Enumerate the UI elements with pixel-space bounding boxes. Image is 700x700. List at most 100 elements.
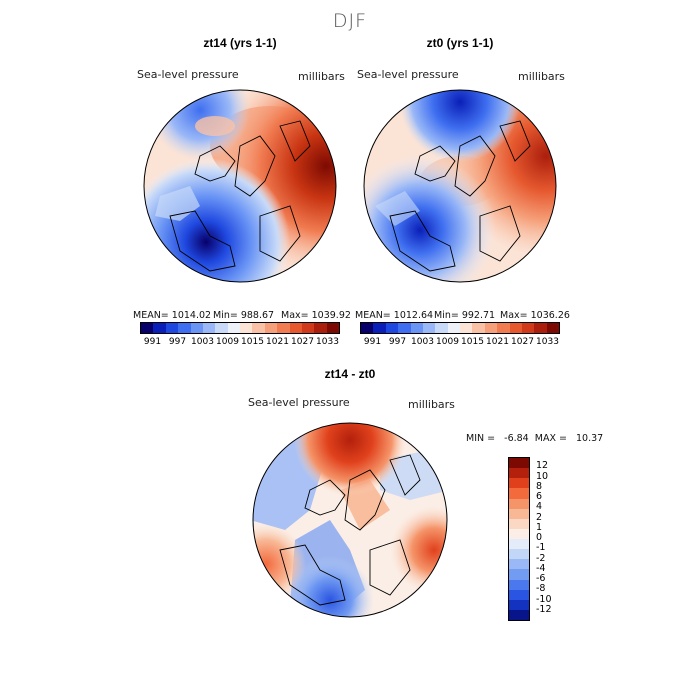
- colorbar-label: 991: [143, 337, 162, 347]
- colorbar-label: 1015: [461, 337, 484, 347]
- colorbar-label: 1027: [511, 337, 534, 347]
- colorbar-swatch: [373, 323, 386, 333]
- colorbar-label: -1: [536, 542, 546, 554]
- panel1-title: zt14 (yrs 1-1): [203, 36, 277, 50]
- colorbar-swatch: [240, 323, 253, 333]
- panel2-title: zt0 (yrs 1-1): [426, 36, 494, 50]
- colorbar-swatch: [534, 323, 547, 333]
- colorbar-swatch: [227, 323, 240, 333]
- colorbar-swatch: [153, 323, 166, 333]
- colorbar-swatch: [509, 528, 529, 539]
- colorbar-label: 1: [536, 521, 543, 533]
- colorbar-swatch: [484, 323, 498, 333]
- colorbar-label: 991: [363, 337, 382, 347]
- colorbar-swatch: [410, 323, 423, 333]
- colorbar-swatch: [509, 323, 522, 333]
- colorbar-swatch: [190, 323, 203, 333]
- colorbar-label: 997: [168, 337, 187, 347]
- colorbar-swatch: [509, 569, 529, 580]
- colorbar-swatch: [385, 323, 399, 333]
- panel3-minmax: MIN = -6.84 MAX = 10.37: [466, 433, 604, 444]
- colorbar-swatch: [509, 579, 529, 590]
- colorbar-swatch: [165, 323, 179, 333]
- panel3-polar-map: [252, 422, 448, 618]
- colorbar-label: 1009: [436, 337, 459, 347]
- colorbar-swatch: [509, 549, 529, 560]
- colorbar-label: -12: [536, 603, 552, 615]
- colorbar-swatch: [509, 589, 529, 600]
- colorbar-swatch: [521, 323, 535, 333]
- colorbar-swatch: [326, 323, 339, 333]
- panel1-max: Max= 1039.92: [281, 310, 351, 321]
- colorbar-swatch: [398, 323, 411, 333]
- panel1-polar-map: [143, 89, 337, 283]
- colorbar-label: 1033: [316, 337, 339, 347]
- colorbar-swatch: [546, 323, 559, 333]
- colorbar-label: 12: [536, 460, 549, 472]
- colorbar-swatch: [509, 609, 529, 620]
- panel2-field-label: Sea-level pressure: [357, 68, 459, 81]
- colorbar-swatch: [509, 458, 529, 469]
- colorbar-swatch: [509, 468, 529, 479]
- colorbar-swatch: [509, 559, 529, 570]
- colorbar-swatch: [264, 323, 278, 333]
- colorbar-label: 1003: [191, 337, 214, 347]
- colorbar-swatch: [447, 323, 460, 333]
- colorbar-swatch: [497, 323, 510, 333]
- colorbar-label: 6: [536, 491, 543, 502]
- colorbar-label: 1021: [486, 337, 509, 347]
- colorbar-swatch: [178, 323, 191, 333]
- colorbar-label: -4: [536, 562, 546, 574]
- colorbar-swatch: [509, 498, 529, 509]
- colorbar-swatch: [509, 478, 529, 489]
- colorbar-swatch: [472, 323, 485, 333]
- panel2-mean: MEAN= 1012.64: [355, 310, 434, 321]
- colorbar-swatch: [509, 599, 529, 610]
- colorbar-swatch: [435, 323, 448, 333]
- colorbar-label: 1027: [291, 337, 314, 347]
- colorbar-swatch: [314, 323, 327, 333]
- panel2-colorbar: [360, 322, 560, 334]
- panel1-units-label: millibars: [298, 70, 345, 83]
- colorbar-swatch: [141, 323, 154, 333]
- colorbar-label: 2: [536, 511, 543, 523]
- colorbar-swatch: [422, 323, 436, 333]
- colorbar-label: 1003: [411, 337, 434, 347]
- colorbar-swatch: [277, 323, 290, 333]
- panel2-polar-map: [363, 89, 557, 283]
- colorbar-label: -10: [536, 593, 552, 605]
- colorbar-swatch: [289, 323, 302, 333]
- colorbar-label: -8: [536, 583, 546, 595]
- colorbar-label: -6: [536, 573, 546, 584]
- panel1-field-label: Sea-level pressure: [137, 68, 239, 81]
- panel1-min: Min= 988.67: [213, 310, 275, 321]
- colorbar-swatch: [460, 323, 473, 333]
- colorbar-label: -2: [536, 552, 546, 564]
- colorbar-label: 997: [388, 337, 407, 347]
- colorbar-label: 0: [536, 532, 543, 543]
- panel2-max: Max= 1036.26: [500, 310, 570, 321]
- colorbar-swatch: [509, 518, 529, 529]
- panel3-field-label: Sea-level pressure: [248, 396, 350, 409]
- colorbar-label: 1021: [266, 337, 289, 347]
- colorbar-label: 8: [536, 480, 543, 492]
- colorbar-swatch: [202, 323, 216, 333]
- colorbar-label: 4: [536, 501, 543, 513]
- colorbar-label: 1033: [536, 337, 559, 347]
- panel1-colorbar: [140, 322, 340, 334]
- panel2-units-label: millibars: [518, 70, 565, 83]
- panel3-colorbar: [508, 457, 530, 621]
- panel3-units-label: millibars: [408, 398, 455, 411]
- colorbar-label: 1009: [216, 337, 239, 347]
- panel3-title: zt14 - zt0: [324, 367, 376, 381]
- colorbar-label: 1015: [241, 337, 264, 347]
- colorbar-swatch: [509, 539, 529, 550]
- colorbar-label: 10: [536, 470, 549, 482]
- panel2-min: Min= 992.71: [434, 310, 496, 321]
- colorbar-swatch: [301, 323, 315, 333]
- season-title: DJF: [332, 10, 368, 32]
- panel1-mean: MEAN= 1014.02: [133, 310, 212, 321]
- colorbar-swatch: [509, 508, 529, 519]
- colorbar-swatch: [215, 323, 228, 333]
- colorbar-swatch: [361, 323, 374, 333]
